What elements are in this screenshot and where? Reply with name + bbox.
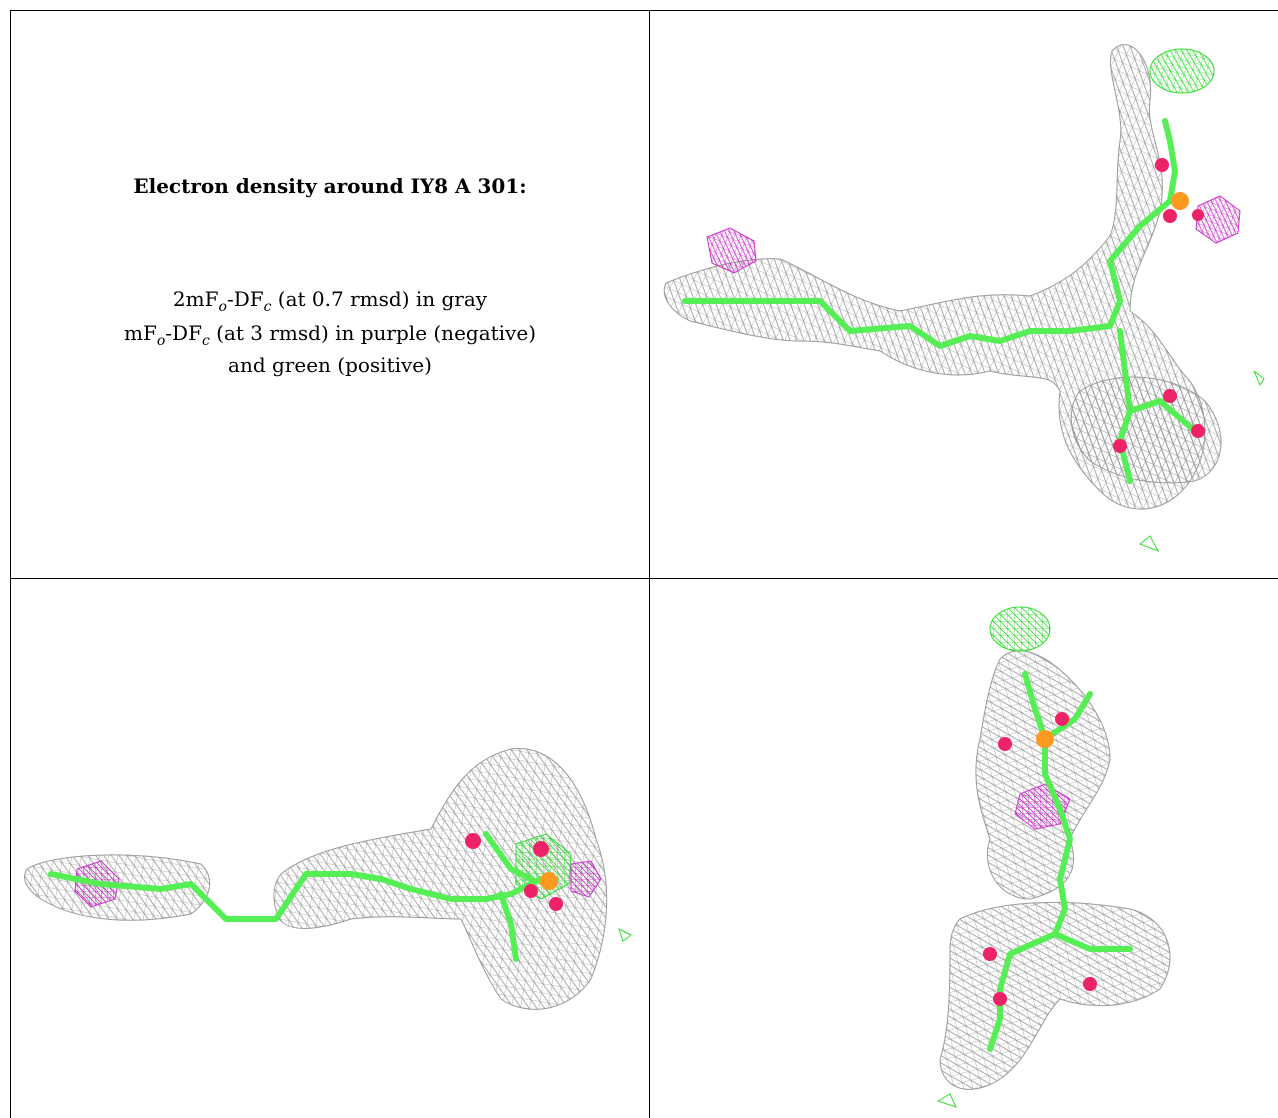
- density-view-3: [650, 579, 1278, 1118]
- atoms: [983, 712, 1097, 1006]
- legend-line-colors: and green (positive): [228, 353, 432, 377]
- positive-density-blobs: [1139, 48, 1265, 552]
- atoms: [1113, 158, 1205, 453]
- legend-line-fo: mFo-DFc (at 3 rmsd) in purple (negative): [124, 321, 536, 349]
- positive-density-blobs: [936, 606, 1051, 1108]
- figure-grid: Electron density around IY8 A 301: 2mFo-…: [10, 10, 1278, 1118]
- density-view-1: [650, 11, 1278, 578]
- legend-panel: Electron density around IY8 A 301: 2mFo-…: [11, 11, 649, 578]
- atoms: [465, 833, 563, 911]
- legend-title: Electron density around IY8 A 301:: [133, 174, 527, 198]
- grid-border-left: [10, 10, 11, 1118]
- grid-border-top: [10, 10, 1278, 11]
- legend-line-2fo: 2mFo-DFc (at 0.7 rmsd) in gray: [172, 287, 488, 315]
- gray-density-mesh: [939, 650, 1171, 1090]
- gray-density-mesh: [663, 44, 1222, 510]
- grid-divider-vertical: [649, 10, 650, 1118]
- ligand-stick-model: [48, 831, 559, 962]
- ligand-stick-model: [682, 118, 1198, 484]
- grid-divider-horizontal: [10, 578, 1278, 579]
- density-view-2: [11, 579, 649, 1118]
- negative-density-blobs: [706, 195, 1241, 274]
